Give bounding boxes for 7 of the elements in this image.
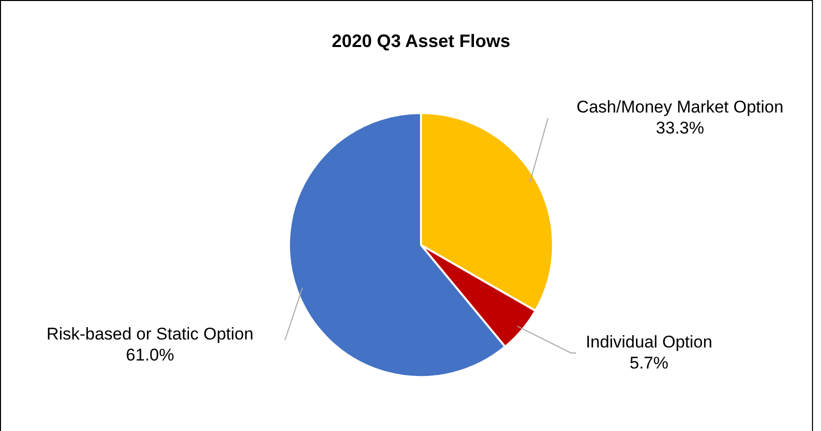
data-label: 61.0%: [126, 346, 174, 365]
data-label: 5.7%: [630, 354, 668, 373]
slice-label: Cash/Money Market Option: [576, 98, 784, 117]
data-label: 33.3%: [656, 118, 704, 138]
slice-label: Risk-based or Static Option: [46, 324, 254, 344]
slice-label: Individual Option: [586, 332, 712, 352]
chart-title: 2020 Q3 Asset Flows: [332, 30, 510, 51]
